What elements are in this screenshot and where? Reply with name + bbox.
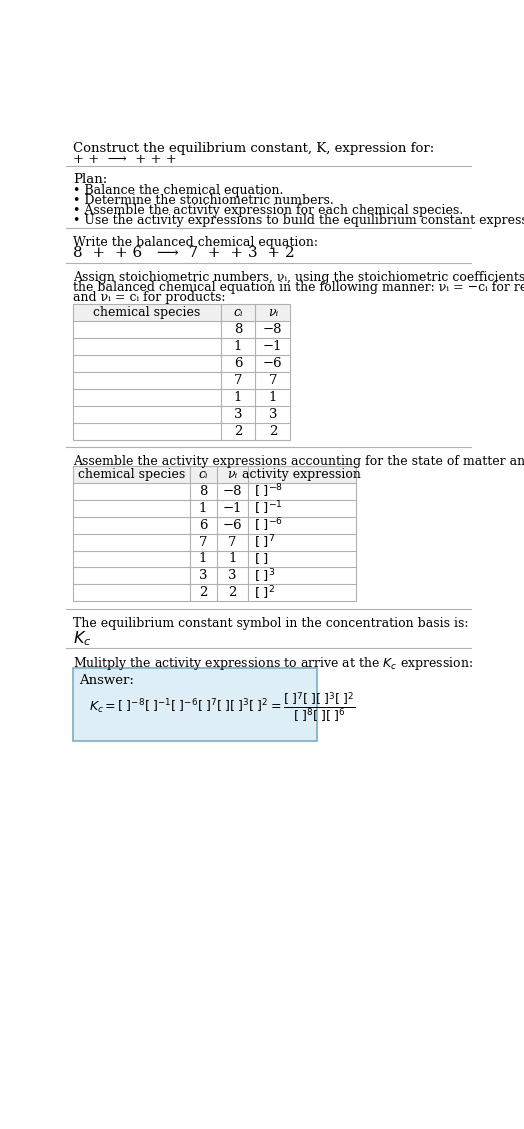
Text: + +  ⟶  + + +: + + ⟶ + + + <box>73 154 177 166</box>
Text: chemical species: chemical species <box>93 306 201 320</box>
Text: −1: −1 <box>263 340 282 353</box>
Text: νᵢ: νᵢ <box>227 467 237 481</box>
Text: 6: 6 <box>199 518 208 532</box>
Text: Answer:: Answer: <box>80 674 134 686</box>
Text: chemical species: chemical species <box>78 467 185 481</box>
Text: 1: 1 <box>234 391 242 404</box>
Text: 7: 7 <box>228 535 236 549</box>
Text: −8: −8 <box>222 484 242 498</box>
Bar <box>73 466 356 602</box>
Text: Write the balanced chemical equation:: Write the balanced chemical equation: <box>73 236 318 248</box>
Text: νᵢ: νᵢ <box>268 306 278 320</box>
Text: • Balance the chemical equation.: • Balance the chemical equation. <box>73 184 283 196</box>
Text: −1: −1 <box>222 501 242 515</box>
Text: Construct the equilibrium constant, K, expression for:: Construct the equilibrium constant, K, e… <box>73 141 434 155</box>
Text: 1: 1 <box>228 552 236 566</box>
Text: $[\;]$: $[\;]$ <box>254 551 269 567</box>
Text: Mulitply the activity expressions to arrive at the $K_c$ expression:: Mulitply the activity expressions to arr… <box>73 655 474 672</box>
Text: 7: 7 <box>199 535 208 549</box>
Text: 3: 3 <box>228 569 236 583</box>
Text: 2: 2 <box>234 425 242 438</box>
Bar <box>73 667 318 741</box>
Text: −8: −8 <box>263 323 282 336</box>
Text: $K_c$: $K_c$ <box>73 629 92 648</box>
Bar <box>73 304 290 321</box>
Text: 6: 6 <box>234 357 242 370</box>
Text: $[\;]^{3}$: $[\;]^{3}$ <box>254 567 275 585</box>
Text: 2: 2 <box>228 586 236 599</box>
Text: activity expression: activity expression <box>243 467 362 481</box>
Text: −6: −6 <box>222 518 242 532</box>
Text: 3: 3 <box>234 408 242 421</box>
Text: $[\;]^{-6}$: $[\;]^{-6}$ <box>254 516 283 534</box>
Text: 8: 8 <box>199 484 208 498</box>
Text: 2: 2 <box>269 425 277 438</box>
Text: 1: 1 <box>269 391 277 404</box>
Bar <box>73 304 290 439</box>
Bar <box>73 304 290 439</box>
Text: 3: 3 <box>199 569 208 583</box>
Text: cᵢ: cᵢ <box>233 306 243 320</box>
Text: • Assemble the activity expression for each chemical species.: • Assemble the activity expression for e… <box>73 204 463 217</box>
Text: Plan:: Plan: <box>73 173 107 186</box>
Text: $[\;]^{7}$: $[\;]^{7}$ <box>254 533 275 551</box>
Text: $[\;]^{-8}$: $[\;]^{-8}$ <box>254 482 283 500</box>
Bar <box>73 466 356 483</box>
Text: 2: 2 <box>199 586 208 599</box>
Text: Assemble the activity expressions accounting for the state of matter and νᵢ:: Assemble the activity expressions accoun… <box>73 455 524 469</box>
Text: $[\;]^{-1}$: $[\;]^{-1}$ <box>254 499 282 517</box>
Bar <box>73 466 356 602</box>
Text: 1: 1 <box>199 552 208 566</box>
Text: 1: 1 <box>199 501 208 515</box>
Text: The equilibrium constant symbol in the concentration basis is:: The equilibrium constant symbol in the c… <box>73 616 469 630</box>
Text: −6: −6 <box>263 357 282 370</box>
Text: $[\;]^{2}$: $[\;]^{2}$ <box>254 584 275 602</box>
Text: Assign stoichiometric numbers, νᵢ, using the stoichiometric coefficients, cᵢ, fr: Assign stoichiometric numbers, νᵢ, using… <box>73 271 524 285</box>
Text: • Use the activity expressions to build the equilibrium constant expression.: • Use the activity expressions to build … <box>73 215 524 227</box>
Text: and νᵢ = cᵢ for products:: and νᵢ = cᵢ for products: <box>73 291 226 304</box>
Text: 8  +  + 6   ⟶  7  +  + 3  + 2: 8 + + 6 ⟶ 7 + + 3 + 2 <box>73 246 295 261</box>
Text: $K_c = [\;]^{-8} [\;]^{-1} [\;]^{-6} [\;]^{7} [\;] [\;]^{3} [\;]^{2} = \dfrac{[\: $K_c = [\;]^{-8} [\;]^{-1} [\;]^{-6} [\;… <box>89 691 356 725</box>
Text: • Determine the stoichiometric numbers.: • Determine the stoichiometric numbers. <box>73 194 334 207</box>
Text: cᵢ: cᵢ <box>198 467 208 481</box>
Text: 1: 1 <box>234 340 242 353</box>
Text: 7: 7 <box>234 374 242 387</box>
Text: the balanced chemical equation in the following manner: νᵢ = −cᵢ for reactants: the balanced chemical equation in the fo… <box>73 281 524 294</box>
Text: 3: 3 <box>269 408 277 421</box>
Text: 8: 8 <box>234 323 242 336</box>
Text: 7: 7 <box>269 374 277 387</box>
